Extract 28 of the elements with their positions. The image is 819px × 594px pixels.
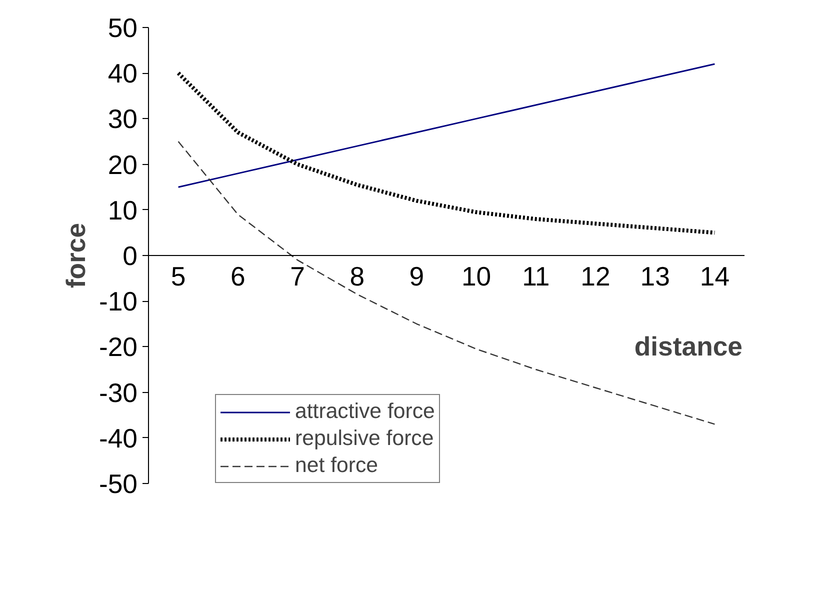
y-tick-label: 10 <box>108 195 138 226</box>
x-tick-label: 14 <box>700 262 730 292</box>
legend-label: net force <box>295 453 378 478</box>
x-tick-label: 11 <box>522 262 550 292</box>
x-tick-label: 10 <box>461 262 492 292</box>
y-tick-label: -30 <box>98 378 138 408</box>
x-axis-title: distance <box>634 332 743 362</box>
x-tick-label: 7 <box>290 262 305 292</box>
x-tick-label: 9 <box>409 262 424 292</box>
y-tick-label: 40 <box>108 58 138 89</box>
y-tick-label: -10 <box>98 286 138 317</box>
line-series <box>176 71 717 235</box>
x-tick-label: 6 <box>230 262 246 292</box>
legend-label: repulsive force <box>295 426 434 451</box>
y-axis-title: force <box>60 222 91 288</box>
x-tick-label: 8 <box>350 262 365 292</box>
legend-label: attractive force <box>295 399 435 424</box>
x-tick-label: 5 <box>170 262 186 292</box>
x-tick-label: 12 <box>580 262 610 292</box>
y-tick-label: 0 <box>122 241 138 271</box>
y-tick-label: -50 <box>98 469 138 499</box>
y-tick-label: 50 <box>108 13 138 43</box>
x-tick-label: 13 <box>640 262 670 292</box>
y-tick-label: 30 <box>108 104 138 134</box>
y-tick-label: -20 <box>98 332 138 362</box>
y-tick-label: 20 <box>108 150 138 180</box>
line-series <box>178 63 716 188</box>
y-tick-label: -40 <box>98 423 138 454</box>
